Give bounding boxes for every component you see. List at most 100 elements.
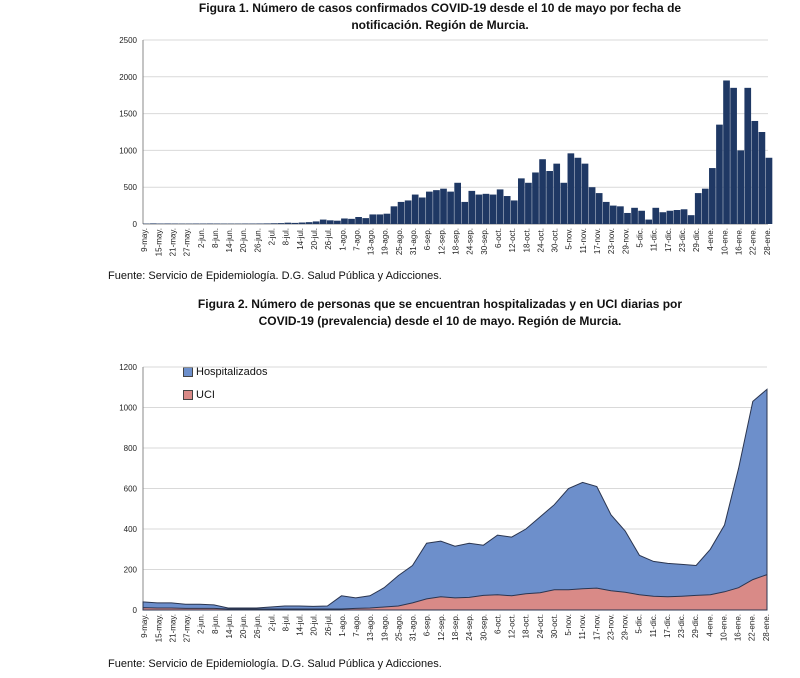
fig1-y-tick-label: 0 (133, 220, 138, 229)
case-bar (433, 190, 440, 224)
legend-hospitalizados: Hospitalizados (183, 366, 268, 378)
fig1-x-tick-label: 18-sep. (452, 228, 461, 255)
fig1-x-tick-label: 12-oct. (508, 228, 517, 252)
case-bar (737, 150, 745, 224)
fig2-x-tick-label: 27-may. (183, 614, 192, 642)
fig1-x-tick-label: 21-may. (168, 228, 177, 256)
fig1-y-tick-label: 1000 (119, 146, 137, 155)
fig1-y-tick-label: 1500 (119, 110, 137, 119)
case-bar (602, 201, 610, 224)
fig1-x-tick-label: 11-nov. (579, 228, 588, 254)
case-bar (581, 163, 589, 224)
case-bar (518, 178, 525, 224)
case-bar (362, 218, 370, 224)
case-bar (765, 157, 773, 224)
fig1-x-tick-label: 5-dic. (635, 228, 644, 248)
case-bar (489, 194, 497, 224)
fig2-x-tick-label: 2-jun. (197, 614, 206, 634)
fig2-x-tick-label: 20-jul. (310, 614, 319, 636)
fig2-x-tick-label: 21-may. (168, 614, 177, 642)
fig1-x-tick-label: 23-dic. (678, 228, 687, 252)
case-bar (426, 191, 433, 224)
case-bar (270, 223, 278, 224)
case-bar (298, 222, 306, 224)
fig1-x-tick-label: 29-dic. (692, 228, 701, 252)
fig1-x-tick-label: 2-jul. (268, 228, 277, 245)
fig1-x-tick-label: 19-ago. (381, 228, 390, 255)
fig2-x-tick-label: 31-ago. (409, 614, 418, 641)
fig1-x-tick-label: 17-dic. (664, 228, 673, 252)
fig1-x-tick-label: 5-nov. (565, 228, 574, 250)
fig1-x-tick-label: 30-sep. (480, 228, 489, 255)
fig1-x-tick-label: 24-sep. (466, 228, 475, 255)
figure2-source: Fuente: Servicio de Epidemiología. D.G. … (108, 658, 442, 670)
case-bar (404, 200, 412, 224)
fig2-y-tick-label: 600 (124, 485, 138, 494)
fig1-x-tick-label: 8-jul. (282, 228, 291, 245)
case-bar (312, 221, 320, 224)
case-bar (744, 87, 752, 224)
fig2-x-tick-label: 8-jul. (281, 614, 290, 631)
fig2-x-tick-label: 11-nov. (578, 614, 587, 640)
fig1-x-tick-label: 27-may. (183, 228, 192, 256)
case-bar (355, 217, 362, 224)
case-bar (645, 219, 653, 224)
area-hospitalizados (142, 388, 768, 611)
fig2-y-tick-label: 1200 (119, 363, 137, 372)
case-bar (263, 223, 270, 224)
case-bar (326, 220, 334, 224)
case-bar (588, 187, 596, 224)
fig2-x-tick-label: 4-ene. (705, 614, 714, 637)
case-bar (709, 168, 716, 224)
fig2-x-tick-label: 17-nov. (592, 614, 601, 640)
fig2-y-tick-label: 200 (124, 566, 138, 575)
case-bar (553, 163, 561, 224)
legend-label-uci: UCI (196, 389, 215, 401)
case-bar (348, 218, 355, 224)
case-bar (341, 218, 348, 224)
fig1-x-tick-label: 31-ago. (409, 228, 418, 255)
fig2-x-tick-label: 10-ene. (719, 614, 728, 641)
case-bar (277, 223, 285, 224)
case-bar (319, 219, 327, 224)
case-bar (567, 153, 575, 224)
fig1-x-tick-label: 20-jul. (310, 228, 319, 250)
case-bar (652, 207, 660, 224)
case-bar (418, 197, 426, 224)
fig1-x-tick-label: 26-jun. (253, 228, 262, 252)
case-bar (673, 210, 681, 224)
case-bar (454, 182, 461, 224)
fig2-x-tick-label: 29-dic. (691, 614, 700, 638)
fig2-y-tick-label: 400 (124, 525, 138, 534)
fig2-x-tick-label: 9-may. (140, 614, 149, 638)
fig1-x-tick-label: 30-oct. (551, 228, 560, 252)
case-bar (701, 188, 709, 224)
case-bar (758, 132, 766, 224)
case-bar (730, 87, 737, 224)
fig1-x-tick-label: 25-ago. (395, 228, 404, 255)
fig2-x-tick-label: 18-sep. (451, 614, 460, 641)
fig1-x-tick-label: 14-jul. (296, 228, 305, 250)
fig2-x-tick-label: 24-sep. (465, 614, 474, 641)
case-bar (525, 182, 532, 224)
case-bar (723, 80, 730, 224)
fig1-x-tick-label: 22-ene. (749, 228, 758, 255)
case-bar (468, 190, 476, 224)
fig1-x-tick-label: 14-jun. (225, 228, 234, 252)
case-bar (440, 188, 447, 224)
case-bar (503, 196, 511, 224)
fig1-x-tick-label: 17-nov. (593, 228, 602, 254)
fig1-x-tick-label: 10-ene. (720, 228, 729, 255)
case-bar (609, 205, 617, 224)
case-bar (305, 222, 313, 224)
figure1-title: Figura 1. Número de casos confirmados CO… (100, 0, 780, 34)
fig2-x-tick-label: 15-may. (154, 614, 163, 642)
fig2-x-tick-label: 26-jun. (253, 614, 262, 638)
case-bar (532, 172, 539, 224)
case-bar (334, 220, 341, 224)
fig2-x-tick-label: 26-jul. (324, 614, 333, 636)
fig2-x-tick-label: 6-oct. (493, 614, 502, 634)
fig2-x-tick-label: 2-jul. (267, 614, 276, 631)
fig2-y-tick-label: 800 (124, 444, 138, 453)
